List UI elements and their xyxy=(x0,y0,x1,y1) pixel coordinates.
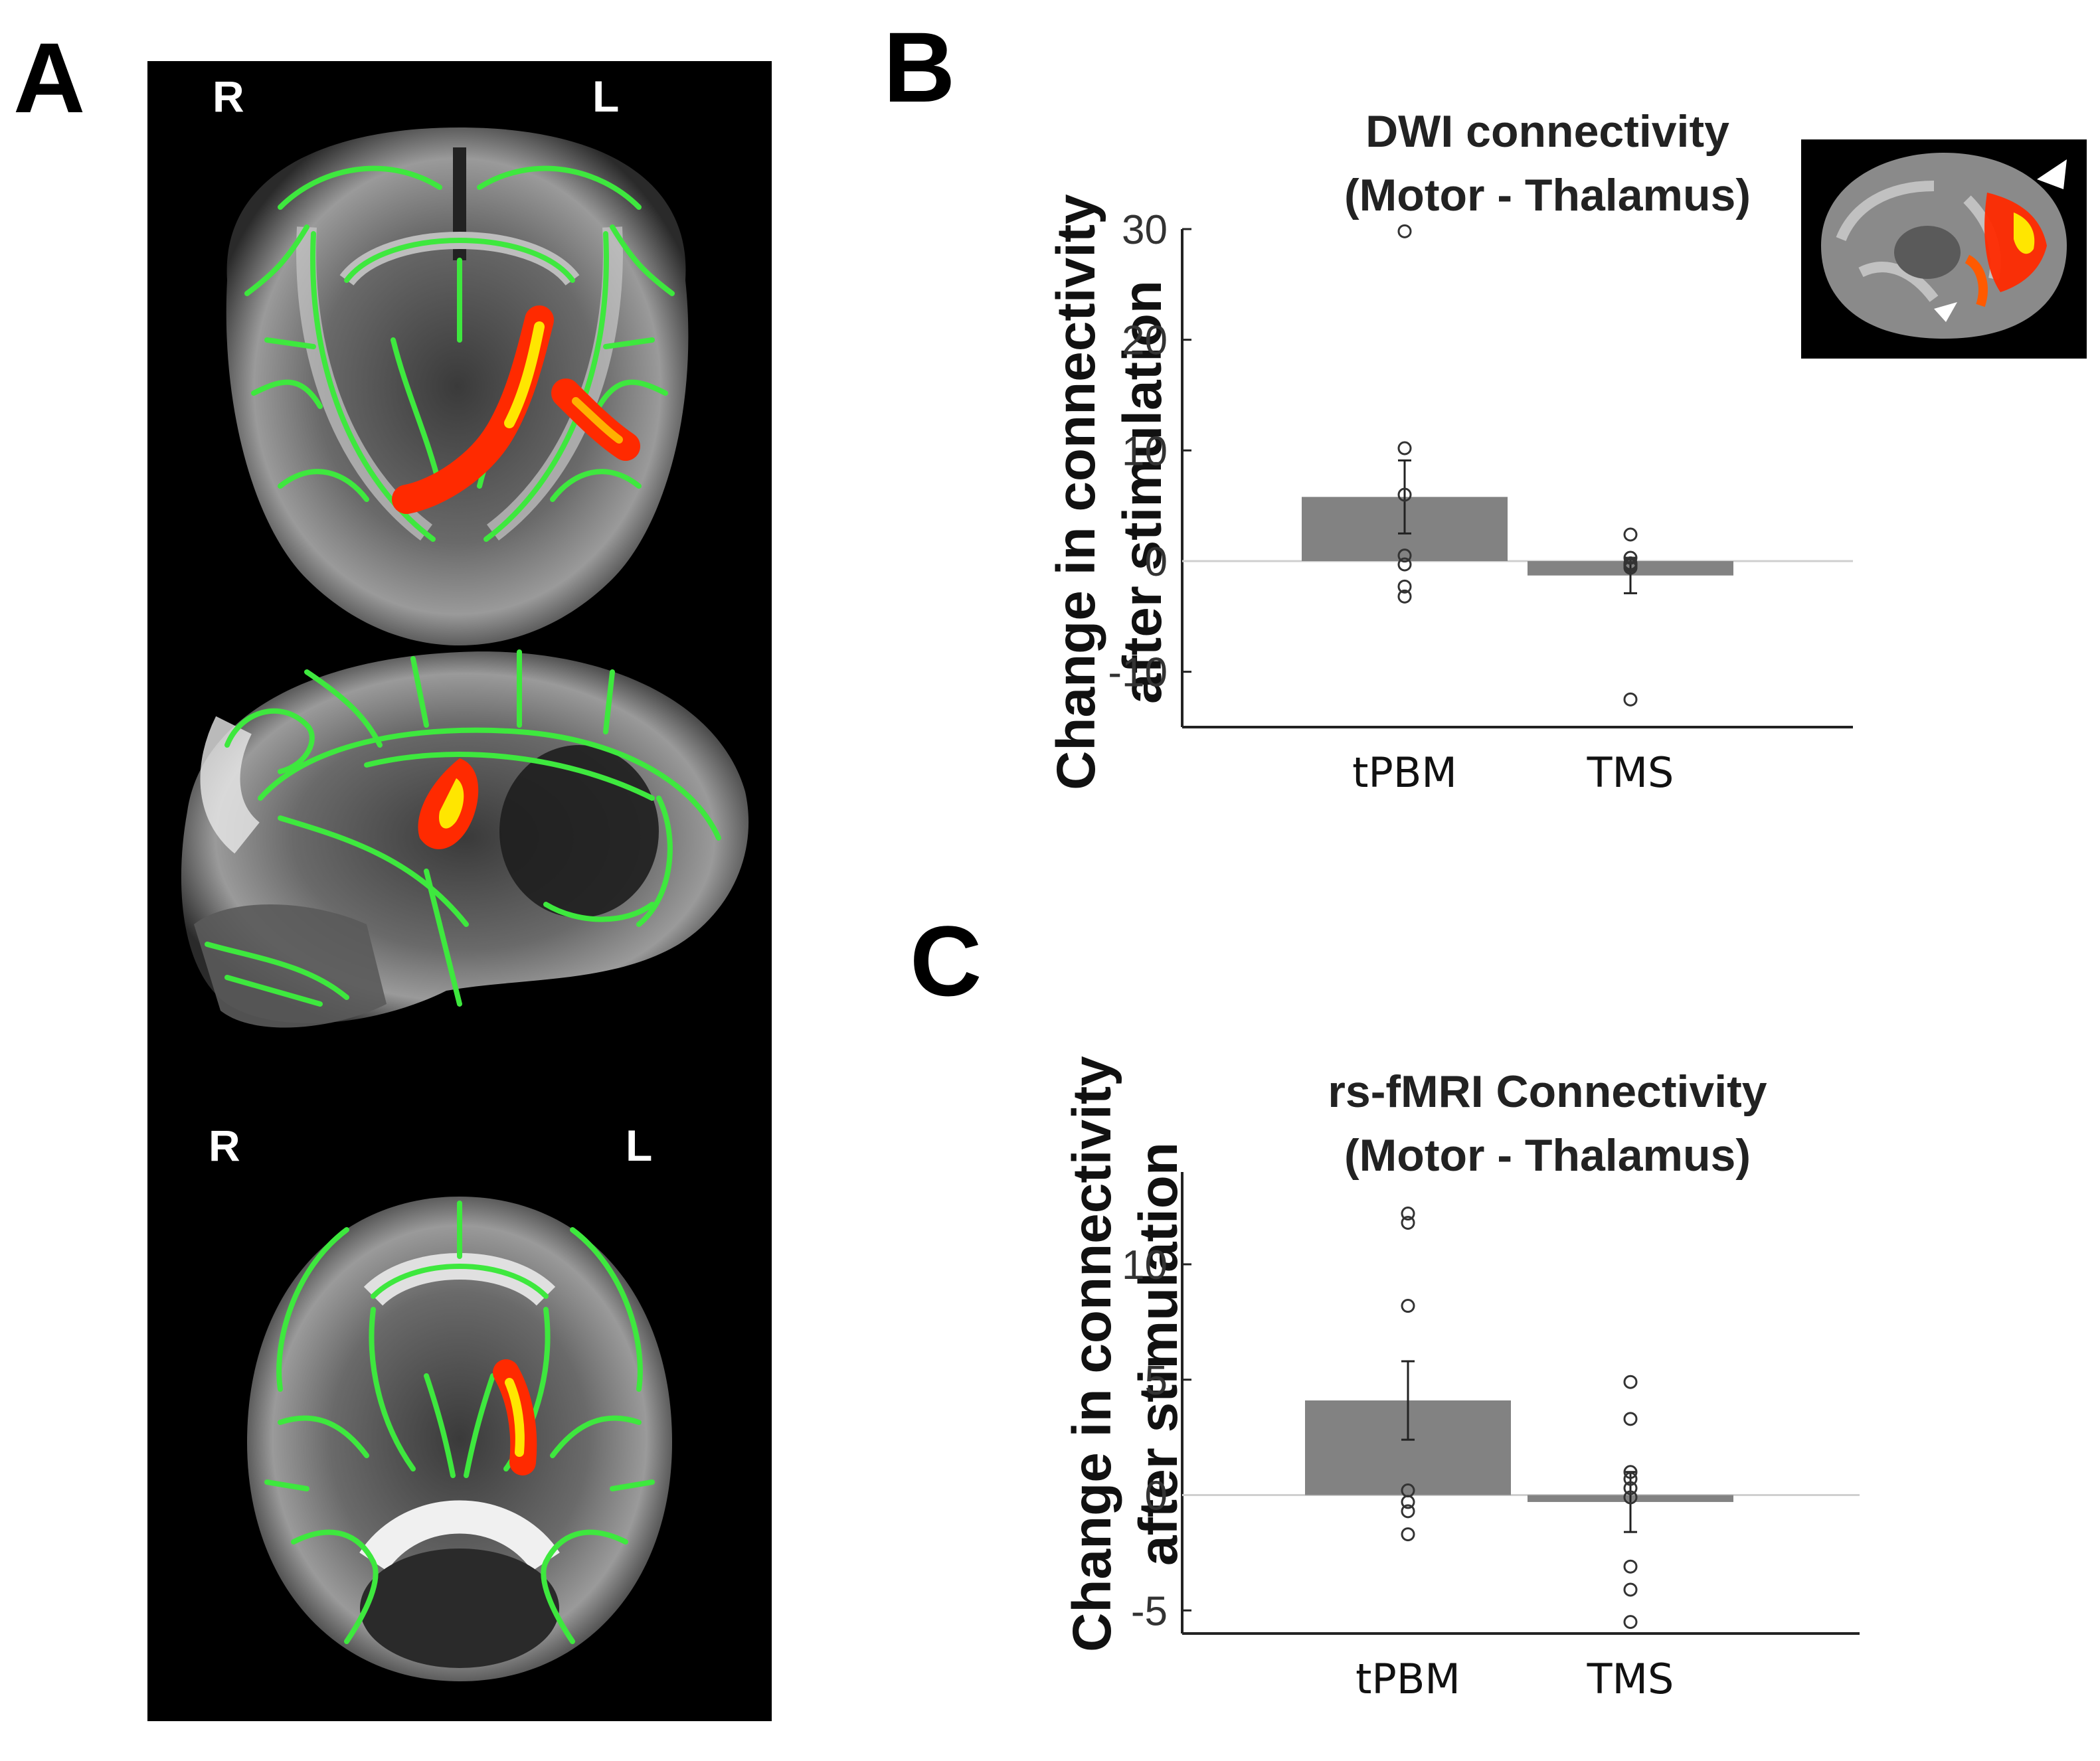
data-point-tPBM xyxy=(1401,1207,1415,1221)
x-tick-label-tPBM: tPBM xyxy=(1352,748,1457,797)
sagittal-cluster xyxy=(418,758,479,849)
data-point-TMS xyxy=(1623,558,1638,573)
chart-c-ylabel: Change in connectivity after stimulation xyxy=(1062,1056,1189,1652)
data-point-tPBM xyxy=(1397,441,1412,456)
data-point-tPBM xyxy=(1401,1504,1415,1519)
coronal-cluster xyxy=(392,305,640,514)
x-tick-label-tPBM: tPBM xyxy=(1356,1655,1460,1703)
data-point-TMS xyxy=(1623,1375,1638,1389)
coronal-right-label: R xyxy=(213,72,244,121)
axial-cluster xyxy=(493,1359,537,1475)
chart-b-title: DWI connectivity (Motor - Thalamus) xyxy=(1249,100,1846,227)
data-point-TMS xyxy=(1623,1481,1638,1495)
coronal-slice xyxy=(226,127,689,645)
panel-label-b: B xyxy=(883,11,956,123)
chart-c-title-text: rs-fMRI Connectivity (Motor - Thalamus) xyxy=(1328,1066,1767,1181)
panel-label-c: C xyxy=(910,905,982,1017)
data-point-tPBM xyxy=(1401,1527,1415,1542)
bar-TMS xyxy=(1528,561,1733,576)
axial-left-label: L xyxy=(626,1121,653,1170)
data-point-tPBM xyxy=(1397,557,1412,572)
data-point-tPBM xyxy=(1397,224,1412,238)
data-point-tPBM xyxy=(1397,589,1412,604)
axial-tracts xyxy=(264,1201,655,1644)
x-tick-label-TMS: TMS xyxy=(1587,1655,1674,1703)
coronal-left-label: L xyxy=(592,72,620,121)
data-point-TMS xyxy=(1623,1582,1638,1597)
bar-tPBM xyxy=(1302,497,1508,561)
data-point-TMS xyxy=(1623,1471,1638,1486)
data-point-tPBM xyxy=(1397,579,1412,594)
x-tick-label-TMS: TMS xyxy=(1587,748,1674,797)
brain-slices xyxy=(181,127,749,1681)
bar-TMS xyxy=(1528,1495,1733,1502)
data-point-TMS xyxy=(1623,557,1638,572)
chart-b-title-text: DWI connectivity (Motor - Thalamus) xyxy=(1344,106,1751,220)
arrowhead-icon xyxy=(2037,159,2067,189)
panel-label-a: A xyxy=(13,22,86,133)
data-point-TMS xyxy=(1623,527,1638,542)
brain-images-panel: R L R L xyxy=(147,61,772,1721)
data-point-tPBM xyxy=(1401,1495,1415,1509)
data-point-TMS xyxy=(1623,1465,1638,1479)
bar-tPBM xyxy=(1305,1400,1511,1495)
inset-brain-image xyxy=(1801,139,2087,359)
data-point-TMS xyxy=(1623,1615,1638,1630)
axial-slice xyxy=(247,1197,672,1681)
chart-c-title: rs-fMRI Connectivity (Motor - Thalamus) xyxy=(1249,1060,1846,1187)
data-point-tPBM xyxy=(1401,1215,1415,1230)
data-point-TMS xyxy=(1623,692,1638,707)
data-point-tPBM xyxy=(1397,487,1412,502)
data-point-tPBM xyxy=(1397,548,1412,563)
arrowhead-icon xyxy=(1934,302,1957,322)
data-point-TMS xyxy=(1623,556,1638,570)
data-point-TMS xyxy=(1623,1412,1638,1426)
axial-right-label: R xyxy=(209,1121,240,1170)
data-point-TMS xyxy=(1623,560,1638,575)
data-point-TMS xyxy=(1623,550,1638,565)
data-point-tPBM xyxy=(1401,1483,1415,1498)
data-point-TMS xyxy=(1623,1559,1638,1574)
data-point-tPBM xyxy=(1401,1299,1415,1313)
sagittal-slice xyxy=(181,649,749,1028)
data-point-TMS xyxy=(1623,1490,1638,1505)
sagittal-tracts xyxy=(205,649,721,1007)
chart-b-ylabel: Change in connectivity after stimulation xyxy=(1046,194,1173,790)
